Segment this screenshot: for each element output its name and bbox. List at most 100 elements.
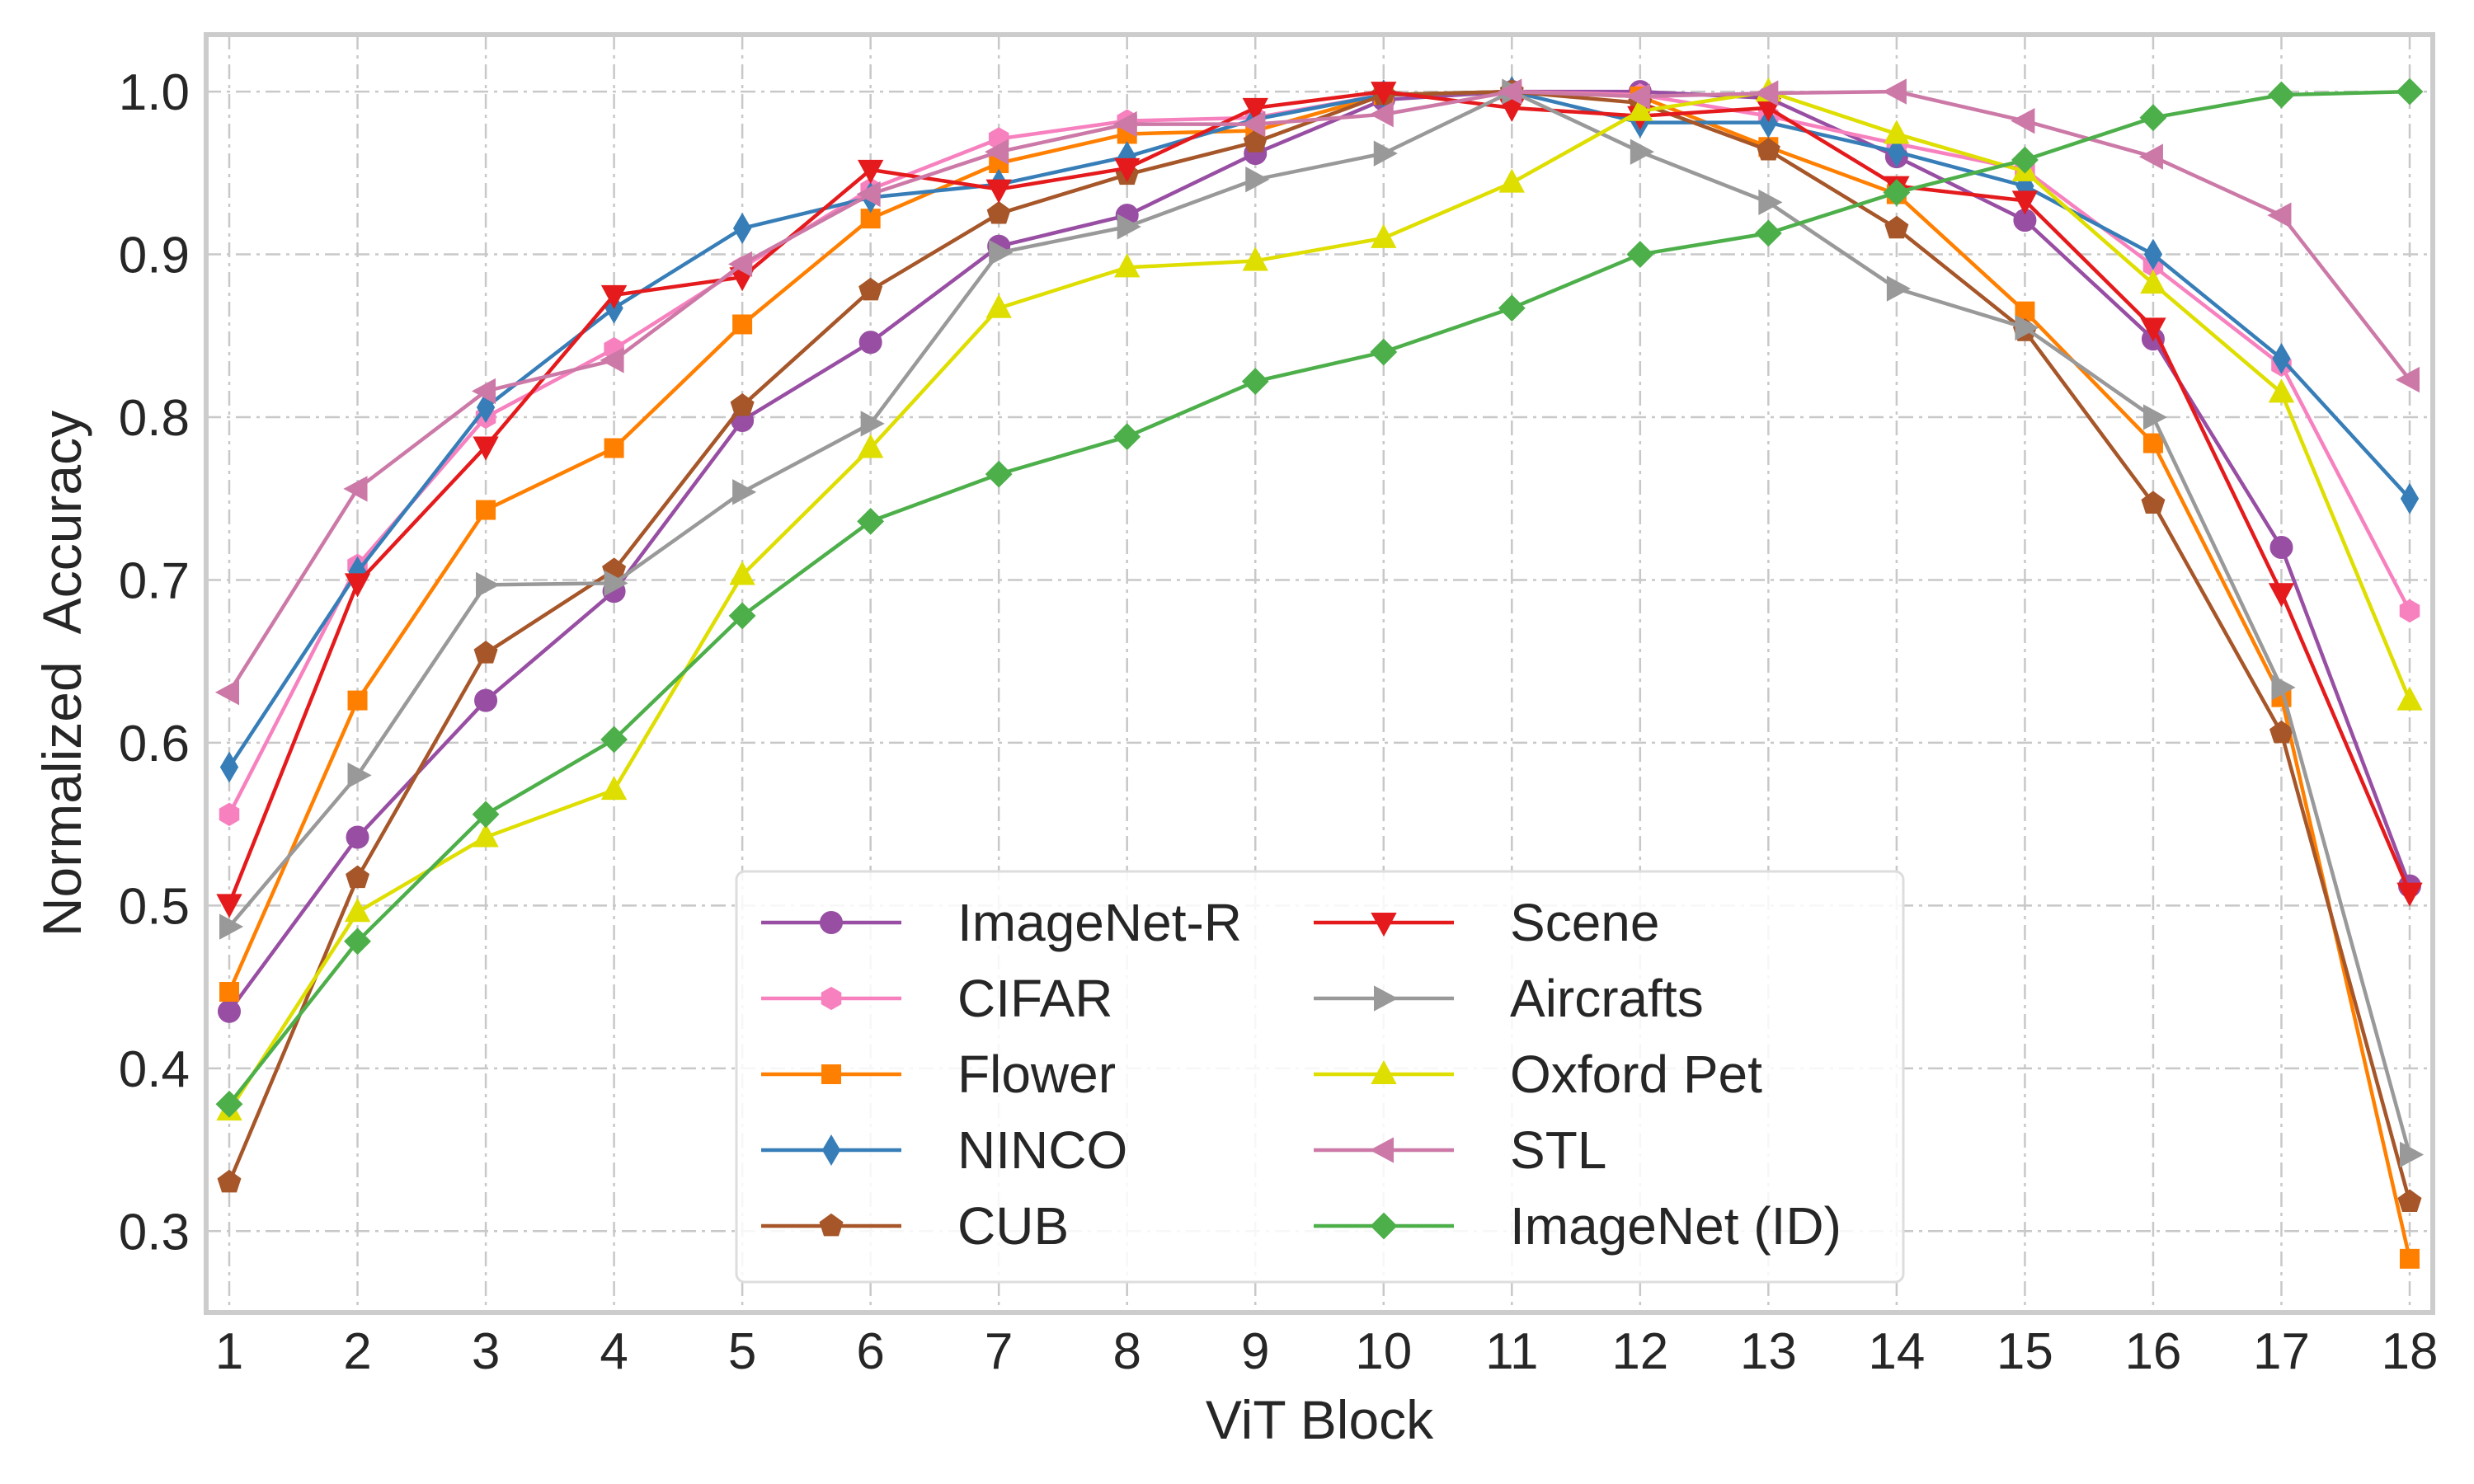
- series-line-oxford-pet: [228, 89, 2412, 1112]
- data-point-cub: [1243, 129, 1268, 153]
- series-line-ninco: [228, 89, 2411, 768]
- data-point-stl: [1882, 78, 1907, 105]
- series-line-stl: [228, 89, 2411, 693]
- data-point-scene: [600, 284, 628, 310]
- data-point-imagenet-id: [1241, 368, 1269, 395]
- data-point-oxford-pet: [729, 561, 755, 585]
- legend-swatch-marker: [820, 911, 843, 934]
- data-point-ninco: [1887, 136, 1907, 168]
- data-point-aircrafts: [2142, 404, 2168, 430]
- data-point-scene: [2140, 317, 2166, 342]
- data-point-scene: [1371, 82, 1397, 106]
- legend-label: CIFAR: [957, 969, 1112, 1028]
- data-point-imagenet-r: [858, 331, 882, 355]
- legend-swatch-marker: [1371, 913, 1397, 937]
- data-point-stl: [600, 347, 624, 373]
- data-point-flower: [219, 982, 239, 1003]
- x-tick-label: 12: [1611, 1323, 1668, 1380]
- data-point-imagenet-id: [2139, 104, 2167, 132]
- series-scene: [216, 82, 2423, 918]
- data-point-stl: [214, 679, 239, 706]
- legend-item-flower: Flower: [761, 1045, 1116, 1104]
- x-tick-label: 3: [472, 1323, 500, 1380]
- data-point-oxford-pet: [857, 434, 884, 458]
- y-tick-label: 0.8: [119, 390, 190, 447]
- x-tick-label: 18: [2382, 1323, 2439, 1380]
- data-point-aircrafts: [1630, 139, 1654, 165]
- data-point-scene: [344, 573, 371, 598]
- series-oxford-pet: [216, 77, 2423, 1121]
- data-point-imagenet-id: [728, 602, 756, 630]
- data-point-stl: [1112, 110, 1137, 138]
- legend-label: STL: [1510, 1120, 1606, 1180]
- x-tick-label: 9: [1241, 1323, 1269, 1380]
- legend-label: ImageNet (ID): [1510, 1196, 1841, 1256]
- y-tick-label: 0.5: [119, 878, 190, 935]
- data-point-scene: [1114, 157, 1141, 183]
- legend-label: Scene: [1510, 893, 1659, 952]
- y-tick-label: 0.3: [119, 1204, 190, 1261]
- legend-swatch-marker: [1374, 985, 1399, 1012]
- legend-item-cub: CUB: [761, 1196, 1069, 1256]
- series-group: [214, 76, 2425, 1269]
- data-point-cub: [1884, 215, 1909, 239]
- legend-label: Aircrafts: [1510, 969, 1704, 1028]
- data-point-imagenet-id: [215, 1090, 243, 1118]
- data-point-oxford-pet: [600, 776, 628, 801]
- data-point-aircrafts: [989, 239, 1014, 266]
- data-point-cub: [217, 1169, 242, 1193]
- data-point-imagenet-id: [344, 928, 371, 956]
- data-point-ninco: [219, 751, 239, 783]
- data-point-cub: [858, 277, 883, 301]
- legend-label: NINCO: [957, 1120, 1127, 1180]
- series-line-imagenet-id: [228, 89, 2411, 1106]
- legend-label: CUB: [957, 1196, 1069, 1256]
- data-point-imagenet-id: [1626, 241, 1654, 268]
- data-point-aircrafts: [1758, 189, 1783, 216]
- legend-item-cifar: CIFAR: [761, 969, 1112, 1028]
- data-point-ninco: [2400, 482, 2420, 514]
- x-tick-label: 15: [1997, 1323, 2053, 1380]
- y-tick-label: 1.0: [119, 64, 190, 121]
- x-tick-label: 1: [215, 1323, 243, 1380]
- x-tick-label: 7: [985, 1323, 1013, 1380]
- data-point-oxford-pet: [1242, 247, 1268, 271]
- data-point-ninco: [2143, 238, 2163, 270]
- data-point-oxford-pet: [1114, 253, 1141, 278]
- data-point-oxford-pet: [2268, 378, 2295, 403]
- data-point-stl: [728, 251, 753, 278]
- data-point-imagenet-id: [2396, 77, 2424, 106]
- legend-swatch-marker: [819, 1213, 844, 1237]
- y-tick-label: 0.9: [119, 228, 190, 284]
- data-point-imagenet-id: [1498, 294, 1526, 322]
- data-point-imagenet-r: [2269, 535, 2293, 559]
- data-point-imagenet-id: [472, 801, 500, 829]
- data-point-scene: [216, 894, 242, 918]
- data-point-stl: [1625, 83, 1650, 110]
- series-line-imagenet-r: [228, 89, 2412, 1013]
- data-point-scene: [2011, 190, 2039, 215]
- data-point-stl: [1498, 78, 1522, 105]
- legend-label: ImageNet-R: [957, 893, 1242, 952]
- x-tick-label: 10: [1355, 1323, 1412, 1380]
- data-point-aircrafts: [476, 571, 501, 599]
- data-point-imagenet-r: [346, 825, 369, 849]
- data-point-flower: [2142, 433, 2163, 453]
- data-point-cub: [1756, 137, 1780, 161]
- legend-item-ninco: NINCO: [761, 1120, 1127, 1180]
- data-point-oxford-pet: [473, 823, 499, 848]
- data-point-stl: [471, 378, 496, 405]
- data-point-scene: [857, 159, 884, 184]
- data-point-cifar: [2399, 599, 2420, 623]
- data-point-stl: [2267, 202, 2292, 228]
- data-point-imagenet-id: [857, 507, 885, 535]
- data-point-aircrafts: [860, 411, 885, 437]
- data-point-scene: [985, 179, 1012, 204]
- x-tick-label: 16: [2124, 1323, 2181, 1380]
- data-point-ninco: [1759, 106, 1778, 139]
- x-tick-label: 11: [1485, 1323, 1538, 1380]
- x-tick-label: 17: [2253, 1323, 2310, 1380]
- data-point-flower: [604, 438, 624, 458]
- data-point-aircrafts: [1886, 275, 1911, 302]
